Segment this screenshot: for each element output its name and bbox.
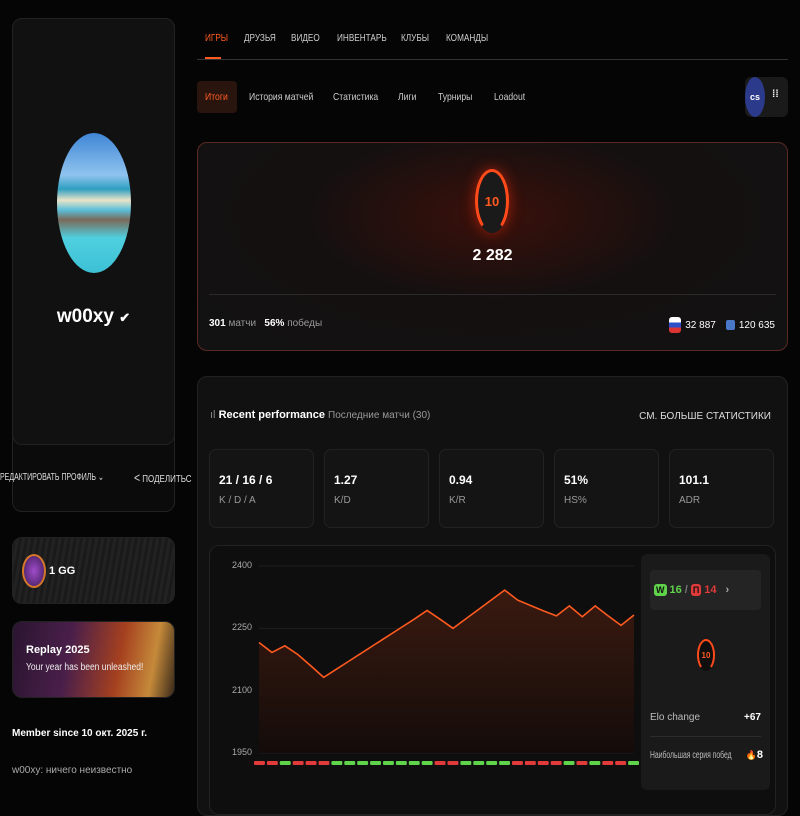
match-result-bar: [254, 761, 265, 765]
match-result-bar: [460, 761, 471, 765]
win-badge: W: [654, 584, 667, 596]
match-result-bar: [267, 761, 278, 765]
match-result-bar: [628, 761, 639, 765]
match-result-bar: [331, 761, 342, 765]
match-result-bar: [473, 761, 484, 765]
chevron-right-icon: ›: [726, 584, 730, 596]
wins-count: 16: [670, 584, 682, 596]
match-result-bar: [499, 761, 510, 765]
match-side-panel: W 16/ П 14 › 10 Elo change +67 Наибольша…: [641, 554, 770, 790]
level-badge-icon: 10: [697, 639, 715, 671]
match-result-bar: [448, 761, 459, 765]
match-result-bar: [383, 761, 394, 765]
loss-badge: П: [691, 584, 701, 596]
panel-divider: [650, 736, 761, 737]
match-result-bar: [409, 761, 420, 765]
elo-change-label: Elo change: [650, 712, 700, 723]
losses-count: 14: [704, 584, 716, 596]
win-streak: 🔥8: [746, 749, 763, 761]
match-result-bar: [280, 761, 291, 765]
match-result-bar: [551, 761, 562, 765]
elo-change-value: +67: [744, 712, 761, 723]
win-loss-button[interactable]: W 16/ П 14 ›: [650, 570, 761, 610]
match-result-bar: [422, 761, 433, 765]
match-result-bar: [525, 761, 536, 765]
match-result-bar: [344, 761, 355, 765]
match-result-bar: [396, 761, 407, 765]
match-result-bar: [357, 761, 368, 765]
match-result-bar: [577, 761, 588, 765]
match-result-bar: [589, 761, 600, 765]
match-result-bar: [602, 761, 613, 765]
match-result-bar: [486, 761, 497, 765]
match-result-bar: [615, 761, 626, 765]
match-result-bar: [538, 761, 549, 765]
match-result-bar: [370, 761, 381, 765]
match-result-bar: [319, 761, 330, 765]
match-result-bar: [564, 761, 575, 765]
match-result-bar: [435, 761, 446, 765]
win-streak-label: Наибольшая серия побед: [650, 750, 732, 761]
elo-area: [259, 590, 634, 753]
match-result-bar: [293, 761, 304, 765]
match-result-bar: [306, 761, 317, 765]
fire-icon: 🔥: [746, 750, 757, 760]
match-result-bar: [512, 761, 523, 765]
